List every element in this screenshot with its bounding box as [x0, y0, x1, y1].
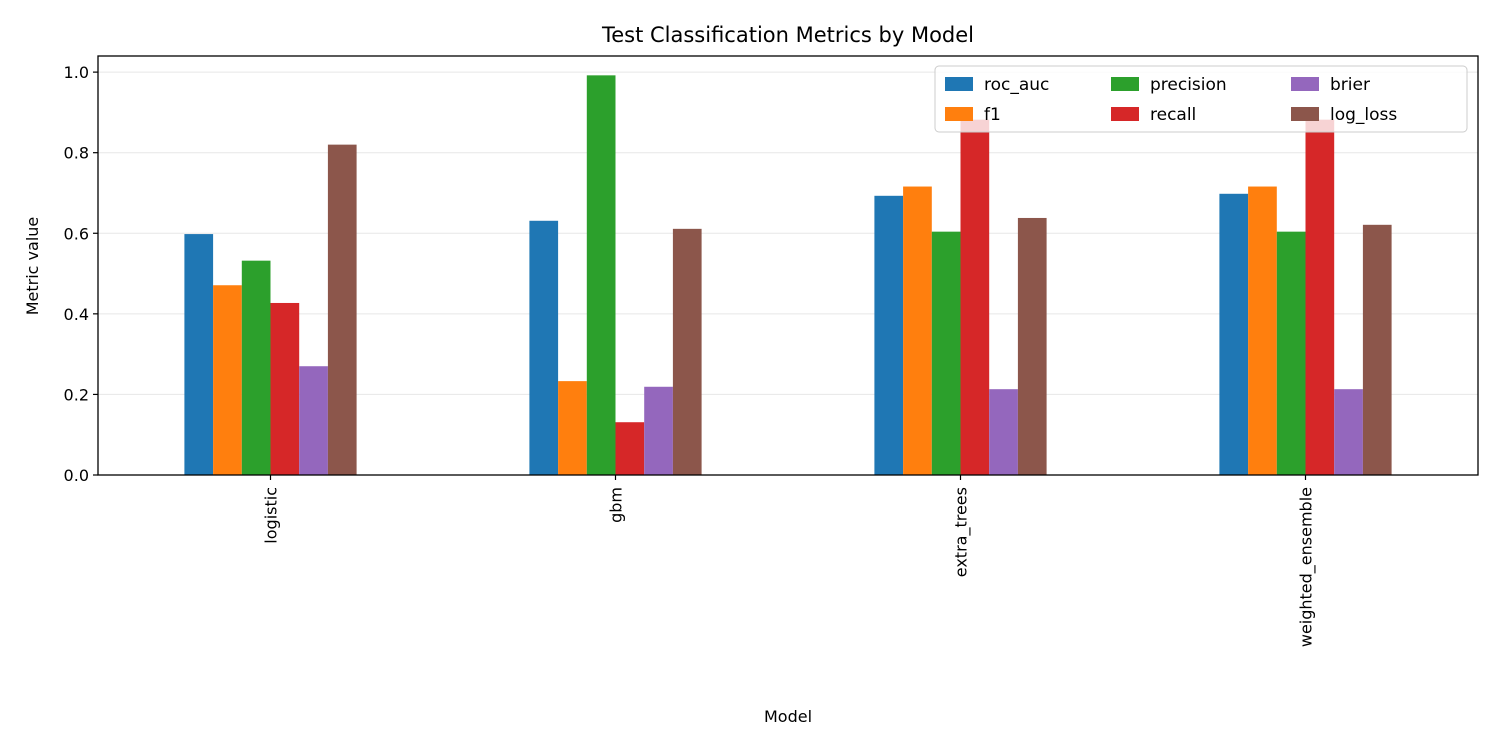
- x-axis: logistic gbm extra_trees weighted_ensemble: [262, 475, 1317, 647]
- bar-brier: [989, 389, 1018, 475]
- bar-recall: [1305, 119, 1335, 476]
- bar-brier: [1334, 389, 1363, 475]
- legend-label-precision: precision: [1150, 75, 1227, 95]
- bar-precision: [586, 75, 616, 475]
- bar-precision: [1276, 231, 1306, 475]
- legend-swatch-f1: [945, 107, 973, 121]
- x-tick-label: gbm: [607, 487, 626, 523]
- legend-swatch-roc_auc: [945, 77, 973, 91]
- bar-recall: [615, 422, 645, 475]
- y-axis: 0.0 0.2 0.4 0.6 0.8 1.0: [64, 63, 98, 485]
- legend-label-roc_auc: roc_auc: [984, 75, 1049, 95]
- bar-log_loss: [327, 144, 357, 475]
- y-tick-label: 0.2: [64, 385, 89, 404]
- legend-label-log_loss: log_loss: [1330, 105, 1397, 125]
- plot-frame: [97, 55, 1479, 476]
- bar-roc_auc: [874, 195, 904, 475]
- legend-swatch-recall: [1111, 107, 1139, 121]
- x-tick-label: logistic: [262, 487, 281, 544]
- y-tick-label: 0.6: [64, 224, 89, 243]
- y-tick-label: 0.0: [64, 466, 89, 485]
- legend-swatch-brier: [1291, 77, 1319, 91]
- bar-log_loss: [1362, 224, 1392, 475]
- x-axis-label: Model: [764, 707, 812, 726]
- bar-log_loss: [1017, 217, 1047, 476]
- legend-label-recall: recall: [1150, 105, 1196, 125]
- bar-recall: [960, 119, 990, 476]
- bar-recall: [270, 302, 300, 475]
- bar-precision: [931, 231, 961, 475]
- bar-roc_auc: [1219, 193, 1249, 475]
- bar-f1: [558, 381, 587, 475]
- legend-box: [934, 65, 1468, 133]
- bar-brier: [644, 386, 673, 475]
- bar-roc_auc: [184, 234, 214, 475]
- bar-roc_auc: [529, 220, 559, 475]
- bar-f1: [1248, 186, 1277, 476]
- chart-title: Test Classification Metrics by Model: [601, 23, 974, 47]
- y-axis-label: Metric value: [23, 217, 42, 316]
- bars: [184, 75, 1392, 476]
- bar-f1: [903, 186, 932, 476]
- y-tick-label: 1.0: [64, 63, 89, 82]
- x-tick-label: extra_trees: [952, 487, 972, 577]
- bar-f1: [213, 285, 242, 475]
- legend-label-brier: brier: [1330, 75, 1370, 95]
- legend: roc_auc f1 precision recall brier log_loss: [934, 65, 1468, 133]
- bar-precision: [241, 260, 271, 475]
- y-tick-label: 0.8: [64, 144, 89, 163]
- legend-swatch-log_loss: [1291, 107, 1319, 121]
- legend-swatch-precision: [1111, 77, 1139, 91]
- x-tick-label: weighted_ensemble: [1297, 487, 1317, 647]
- bar-log_loss: [672, 228, 702, 475]
- bar-brier: [299, 366, 328, 475]
- y-tick-label: 0.4: [64, 305, 89, 324]
- legend-label-f1: f1: [984, 105, 1001, 125]
